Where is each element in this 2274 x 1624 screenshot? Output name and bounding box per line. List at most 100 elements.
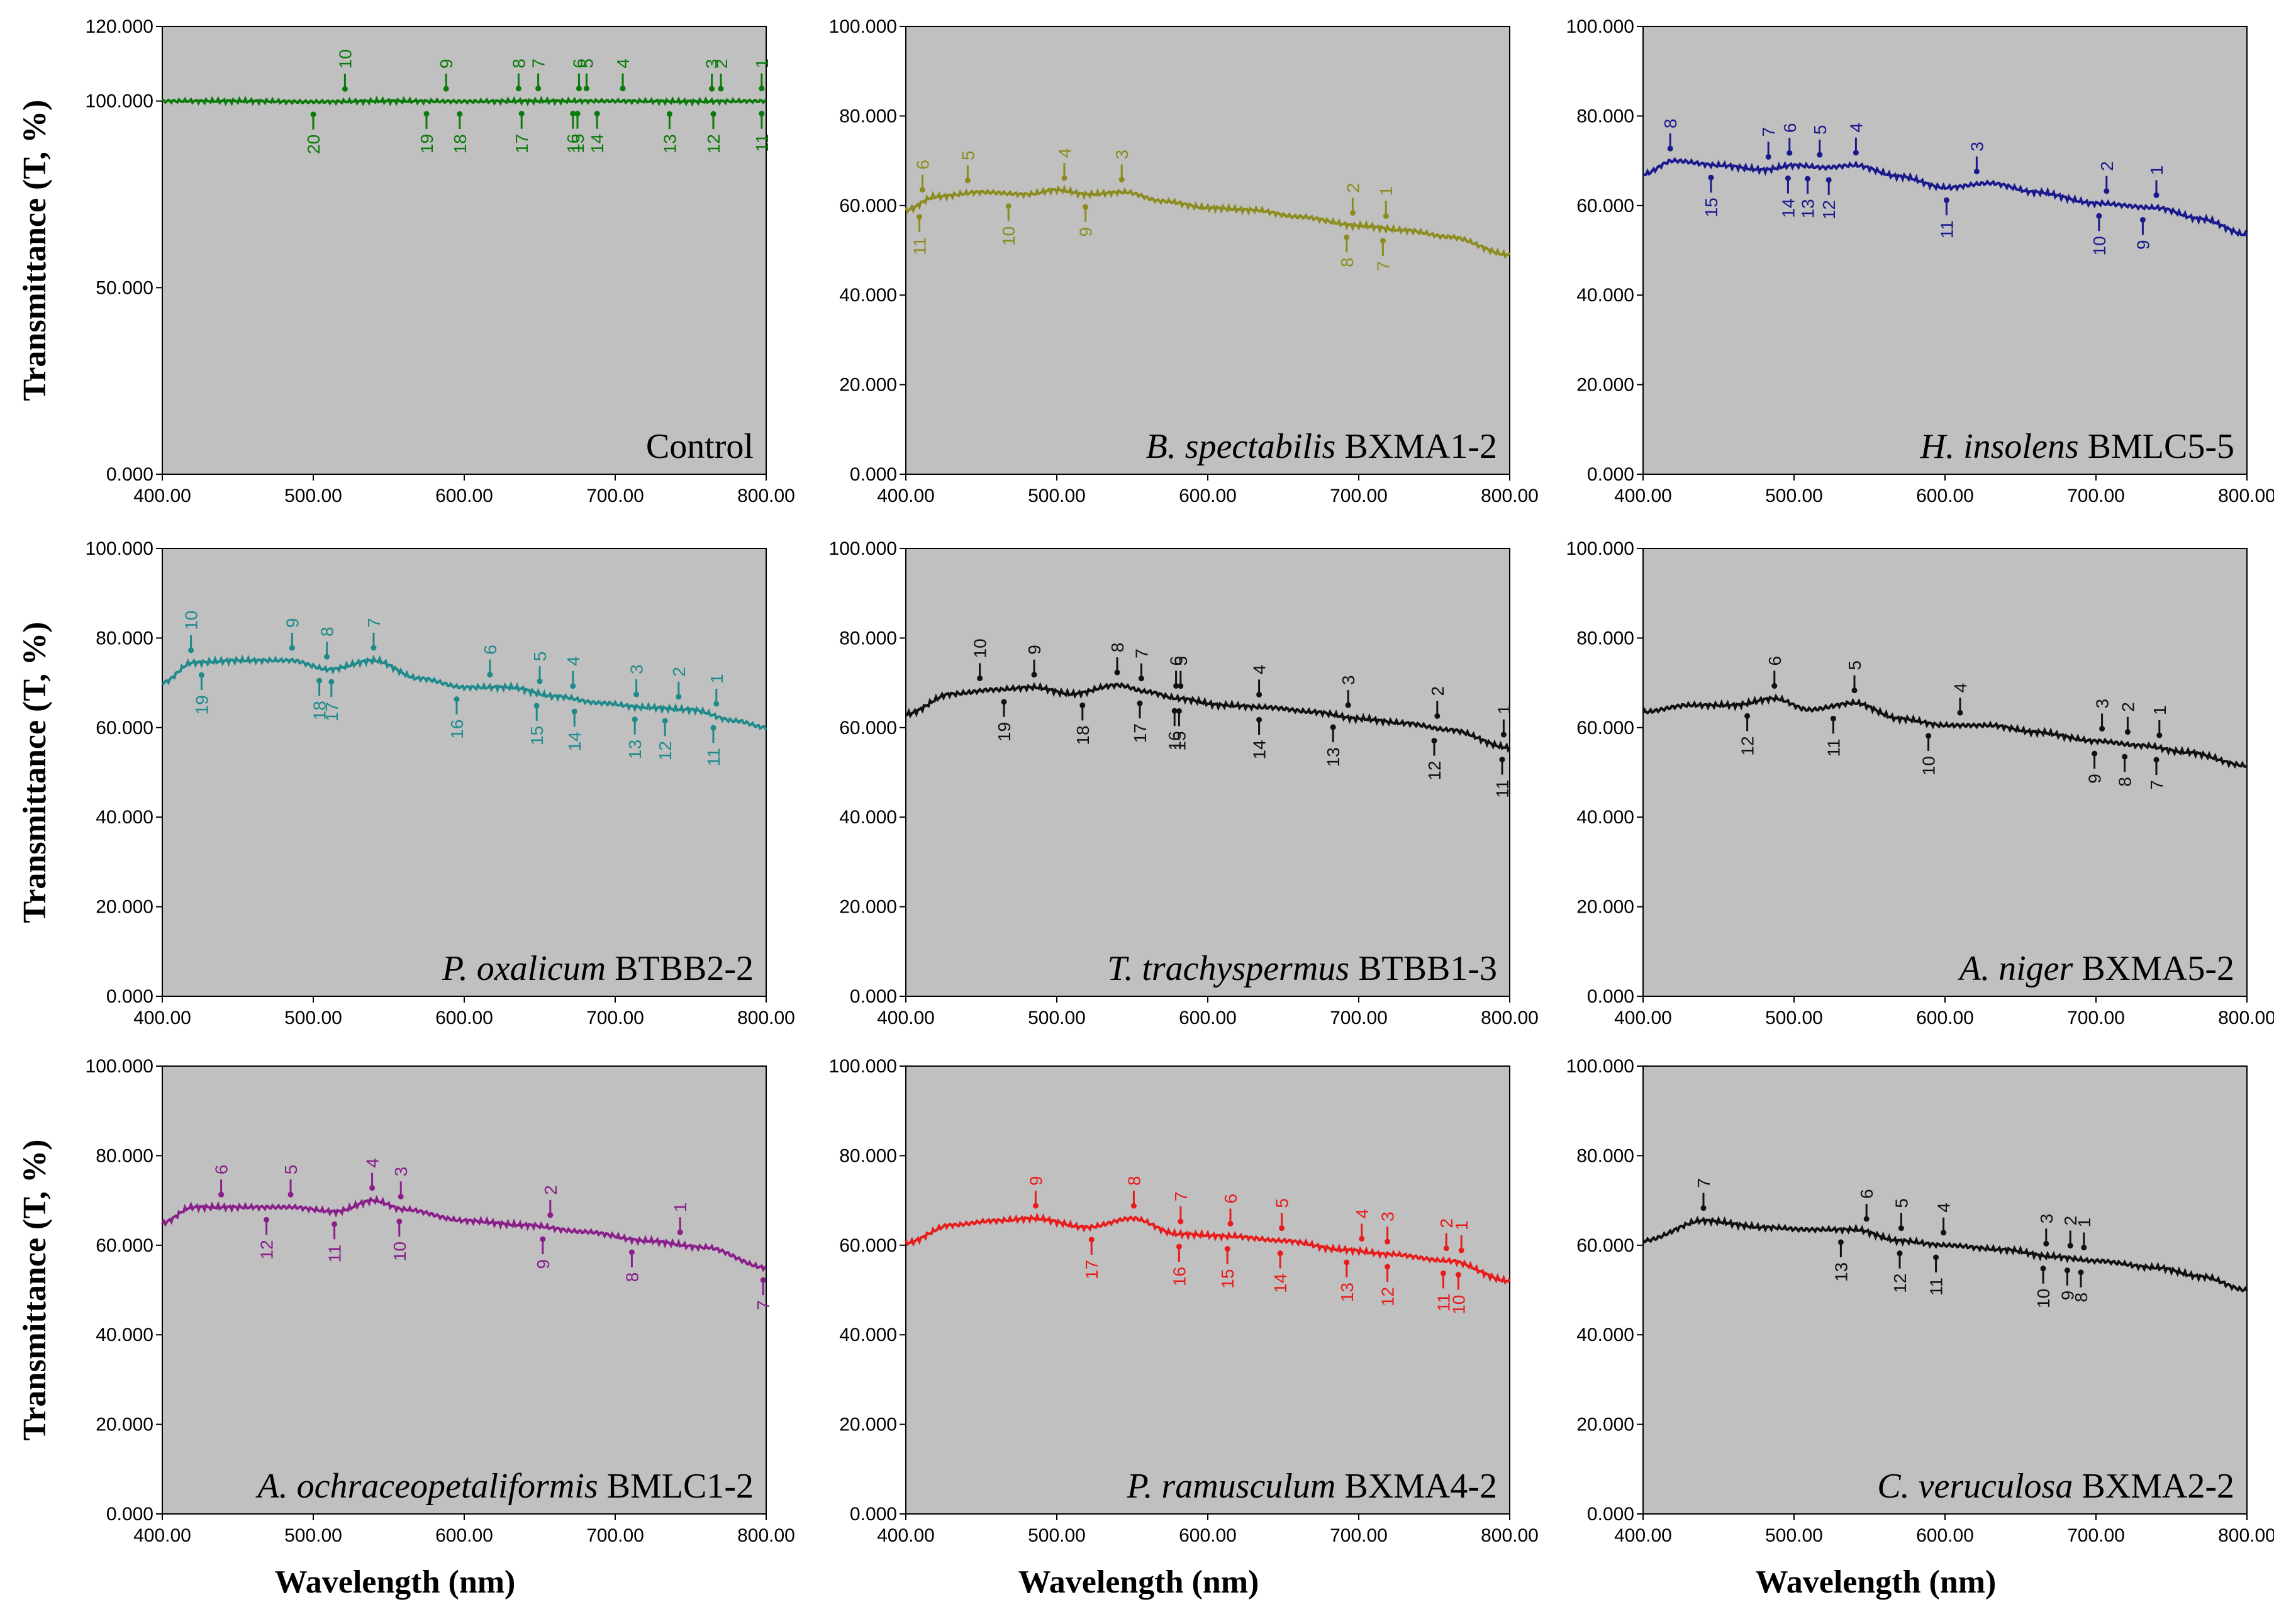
y-tick-label: 80.000 bbox=[1576, 1145, 1634, 1166]
y-tick-label: 0.000 bbox=[850, 986, 897, 1007]
y-tick-label: 60.000 bbox=[1576, 196, 1634, 216]
y-tick-label: 100.000 bbox=[86, 1056, 153, 1077]
y-tick-label: 80.000 bbox=[96, 1145, 153, 1166]
peak-label: 12 bbox=[1819, 200, 1839, 220]
y-tick-label: 50.000 bbox=[96, 277, 153, 298]
x-tick-label: 800.00 bbox=[2218, 486, 2274, 506]
strain-name: BXMA5-2 bbox=[2082, 949, 2234, 988]
peak-label: 11 bbox=[910, 237, 930, 255]
peak-label: 7 bbox=[754, 1300, 773, 1310]
peak-label: 5 bbox=[1892, 1198, 1911, 1208]
x-tick-label: 500.00 bbox=[1765, 1008, 1823, 1028]
y-tick-label: 60.000 bbox=[839, 1235, 897, 1256]
y-tick-label: 0.000 bbox=[850, 464, 897, 485]
plot-area bbox=[162, 548, 767, 997]
peak-label: 6 bbox=[1221, 1194, 1240, 1204]
peak-label: 5 bbox=[577, 58, 596, 69]
species-name: H. insolens bbox=[1920, 427, 2088, 466]
x-tick-label: 500.00 bbox=[1765, 486, 1823, 506]
x-tick-label: 700.00 bbox=[586, 1008, 644, 1028]
peak-label: 17 bbox=[1082, 1260, 1101, 1279]
peak-label: 12 bbox=[1890, 1274, 1910, 1293]
x-tick-label: 400.00 bbox=[877, 1525, 935, 1546]
y-tick-label: 100.000 bbox=[86, 538, 153, 559]
peak-label: 3 bbox=[2093, 699, 2112, 709]
peak-label: 19 bbox=[192, 695, 211, 715]
peak-label: 15 bbox=[527, 726, 547, 745]
x-tick-label: 700.00 bbox=[1330, 486, 1388, 506]
x-tick-label: 500.00 bbox=[1028, 1525, 1086, 1546]
panel-title: P. oxalicum BTBB2-2 bbox=[442, 949, 754, 988]
peak-label: 7 bbox=[364, 618, 384, 628]
series-line bbox=[162, 96, 767, 107]
x-axis-label: Wavelength (nm) bbox=[1018, 1564, 1259, 1600]
peak-label: 13 bbox=[625, 740, 645, 759]
y-tick-label: 40.000 bbox=[839, 1325, 897, 1345]
panel-title: B. spectabilis BXMA1-2 bbox=[1146, 427, 1497, 466]
peak-label: 19 bbox=[417, 134, 437, 153]
plot-area bbox=[905, 26, 1510, 475]
peak-label: 14 bbox=[1271, 1274, 1290, 1293]
peak-label: 7 bbox=[1373, 261, 1393, 271]
y-tick-label: 100.000 bbox=[1566, 16, 1634, 37]
y-tick-label: 20.000 bbox=[839, 897, 897, 918]
species-name: T. trachyspermus bbox=[1107, 949, 1358, 988]
plot-area bbox=[162, 1065, 767, 1515]
peak-label: 10 bbox=[182, 611, 201, 630]
y-tick-label: 100.000 bbox=[1566, 538, 1634, 559]
peak-label: 4 bbox=[613, 58, 633, 69]
peak-label: 17 bbox=[512, 134, 532, 153]
peak-label: 5 bbox=[530, 652, 550, 662]
peak-label: 1 bbox=[707, 674, 727, 684]
plot-area bbox=[1642, 26, 2248, 475]
y-tick-label: 40.000 bbox=[1576, 1325, 1634, 1345]
y-tick-label: 120.000 bbox=[86, 16, 153, 37]
strain-name: BTBB2-2 bbox=[615, 949, 754, 988]
peak-label: 2 bbox=[2061, 1216, 2080, 1226]
y-tick-label: 60.000 bbox=[1576, 718, 1634, 738]
y-tick-label: 40.000 bbox=[96, 1325, 153, 1345]
peak-label: 3 bbox=[627, 664, 647, 674]
peak-label: 12 bbox=[1378, 1287, 1398, 1306]
peak-label: 4 bbox=[1934, 1203, 1954, 1213]
peak-label: 3 bbox=[2037, 1214, 2056, 1224]
x-tick-label: 800.00 bbox=[1481, 1525, 1539, 1546]
peak-label: 4 bbox=[1951, 683, 1970, 693]
panel-title: C. veruculosa BXMA2-2 bbox=[1877, 1467, 2234, 1506]
series-line bbox=[161, 654, 767, 731]
y-tick-label: 0.000 bbox=[1587, 464, 1634, 485]
peak-label: 11 bbox=[1434, 1293, 1453, 1311]
peak-label: 11 bbox=[1937, 220, 1956, 238]
x-tick-label: 800.00 bbox=[737, 486, 795, 506]
y-axis-label: Transmittance (T, %) bbox=[17, 622, 53, 923]
peak-label: 5 bbox=[1845, 660, 1864, 670]
y-tick-label: 80.000 bbox=[96, 628, 153, 648]
y-tick-label: 0.000 bbox=[1587, 986, 1634, 1007]
x-tick-label: 700.00 bbox=[2067, 1008, 2125, 1028]
y-tick-label: 40.000 bbox=[839, 285, 897, 306]
y-tick-label: 40.000 bbox=[1576, 807, 1634, 828]
peak-label: 13 bbox=[1324, 747, 1343, 767]
peak-label: 9 bbox=[2058, 1291, 2077, 1301]
peak-label: 14 bbox=[1778, 198, 1798, 218]
peak-label: 11 bbox=[325, 1244, 345, 1262]
peak-label: 4 bbox=[1352, 1209, 1372, 1219]
panel-9: 0.000 20.000 40.000 60.000 80.000 100.000 400.… bbox=[1566, 1056, 2274, 1546]
peak-label: 2 bbox=[1343, 183, 1363, 193]
peak-label: 8 bbox=[1661, 119, 1680, 129]
y-tick-label: 60.000 bbox=[1576, 1235, 1634, 1256]
x-tick-label: 400.00 bbox=[133, 1008, 191, 1028]
peak-label: 15 bbox=[1169, 731, 1189, 751]
peak-label: 18 bbox=[1073, 725, 1093, 745]
peak-label: 1 bbox=[2075, 1218, 2094, 1228]
strain-name: BXMA2-2 bbox=[2082, 1467, 2234, 1506]
strain-name: BTBB1-3 bbox=[1358, 949, 1497, 988]
x-tick-label: 400.00 bbox=[1614, 1525, 1672, 1546]
x-tick-label: 400.00 bbox=[877, 1008, 935, 1028]
series-line bbox=[905, 1212, 1511, 1285]
panel-4: 0.000 20.000 40.000 60.000 80.000 100.000 400.… bbox=[86, 538, 795, 1028]
panel-title: A. niger BXMA5-2 bbox=[1957, 949, 2234, 988]
peak-label: 4 bbox=[1055, 148, 1074, 158]
plot-area bbox=[905, 548, 1510, 997]
peak-label: 8 bbox=[318, 627, 337, 637]
